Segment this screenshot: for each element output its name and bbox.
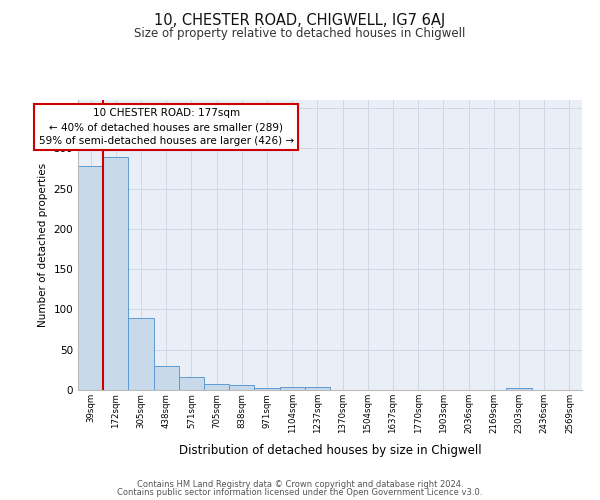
Bar bbox=[78, 166, 103, 390]
Text: Size of property relative to detached houses in Chigwell: Size of property relative to detached ho… bbox=[134, 28, 466, 40]
Bar bbox=[305, 387, 330, 390]
Bar bbox=[254, 388, 280, 390]
Bar bbox=[128, 318, 154, 390]
X-axis label: Distribution of detached houses by size in Chigwell: Distribution of detached houses by size … bbox=[179, 444, 481, 458]
Bar bbox=[280, 387, 305, 390]
Text: 10, CHESTER ROAD, CHIGWELL, IG7 6AJ: 10, CHESTER ROAD, CHIGWELL, IG7 6AJ bbox=[154, 12, 446, 28]
Text: 10 CHESTER ROAD: 177sqm
← 40% of detached houses are smaller (289)
59% of semi-d: 10 CHESTER ROAD: 177sqm ← 40% of detache… bbox=[38, 108, 294, 146]
Bar bbox=[204, 384, 229, 390]
Y-axis label: Number of detached properties: Number of detached properties bbox=[38, 163, 48, 327]
Bar bbox=[154, 366, 179, 390]
Bar bbox=[506, 388, 532, 390]
Bar bbox=[103, 157, 128, 390]
Text: Contains HM Land Registry data © Crown copyright and database right 2024.: Contains HM Land Registry data © Crown c… bbox=[137, 480, 463, 489]
Bar bbox=[229, 385, 254, 390]
Text: Contains public sector information licensed under the Open Government Licence v3: Contains public sector information licen… bbox=[118, 488, 482, 497]
Bar bbox=[179, 377, 204, 390]
